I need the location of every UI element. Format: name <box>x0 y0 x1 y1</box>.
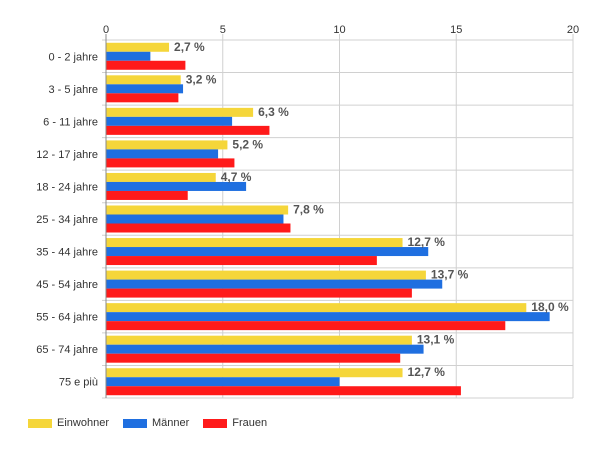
legend-item-einwohner[interactable]: Einwohner <box>28 417 109 429</box>
bar-frauen <box>106 158 235 168</box>
data-label: 5,2 % <box>232 137 263 151</box>
category-label: 6 - 11 jahre <box>43 116 98 128</box>
bar-frauen <box>106 353 401 363</box>
legend-item-maenner[interactable]: Männer <box>122 417 190 429</box>
data-label: 4,7 % <box>221 170 252 184</box>
data-label: 12,7 % <box>408 365 446 379</box>
bar-einwohner <box>106 42 170 52</box>
legend-item-frauen[interactable]: Frauen <box>203 417 267 429</box>
category-label: 3 - 5 jahre <box>48 84 98 96</box>
legend-label-maenner: Männer <box>151 417 190 429</box>
data-label: 2,7 % <box>174 40 205 54</box>
bar-mnner <box>106 214 284 224</box>
bar-mnner <box>106 84 184 94</box>
category-label: 65 - 74 jahre <box>36 344 98 356</box>
bar-einwohner <box>106 140 228 150</box>
bar-frauen <box>106 256 377 266</box>
data-label: 12,7 % <box>408 235 446 249</box>
x-tick-label: 0 <box>103 24 109 36</box>
category-label: 12 - 17 jahre <box>36 149 98 161</box>
category-label: 35 - 44 jahre <box>36 247 98 259</box>
bar-mnner <box>106 247 429 257</box>
bar-frauen <box>106 386 461 396</box>
legend-swatch-frauen <box>203 418 228 428</box>
chart-legend: Einwohner Männer Frauen <box>28 417 281 429</box>
category-label: 75 e più <box>59 377 98 389</box>
bar-frauen <box>106 93 179 103</box>
bar-einwohner <box>106 238 403 248</box>
x-tick-label: 20 <box>567 24 579 36</box>
category-label: 25 - 34 jahre <box>36 214 98 226</box>
data-label: 6,3 % <box>258 105 289 119</box>
bar-einwohner <box>106 368 403 378</box>
category-label: 0 - 2 jahre <box>48 51 98 63</box>
bar-frauen <box>106 288 412 298</box>
bar-einwohner <box>106 205 289 215</box>
bar-einwohner <box>106 107 254 117</box>
legend-label-frauen: Frauen <box>232 417 268 429</box>
x-tick-label: 15 <box>450 24 462 36</box>
bar-einwohner <box>106 172 216 182</box>
legend-swatch-maenner <box>122 418 147 428</box>
data-label: 13,7 % <box>431 268 469 282</box>
legend-swatch-einwohner <box>28 418 52 428</box>
data-label: 18,0 % <box>531 300 569 314</box>
bar-mnner <box>106 116 233 126</box>
bar-mnner <box>106 149 219 159</box>
data-label: 7,8 % <box>293 203 324 217</box>
bar-mnner <box>106 312 550 322</box>
bar-mnner <box>106 377 340 387</box>
bar-frauen <box>106 125 270 135</box>
bar-mnner <box>106 344 424 354</box>
bar-frauen <box>106 190 188 200</box>
x-tick-label: 5 <box>220 24 226 36</box>
bar-einwohner <box>106 75 181 85</box>
bar-frauen <box>106 223 291 233</box>
bar-mnner <box>106 279 443 289</box>
bar-einwohner <box>106 270 426 280</box>
bar-einwohner <box>106 303 527 313</box>
legend-label-einwohner: Einwohner <box>57 417 109 429</box>
bar-frauen <box>106 60 186 70</box>
bar-einwohner <box>106 335 412 345</box>
bar-mnner <box>106 181 247 191</box>
category-label: 18 - 24 jahre <box>36 181 98 193</box>
category-label: 55 - 64 jahre <box>36 312 98 324</box>
data-label: 13,1 % <box>417 333 455 347</box>
bar-mnner <box>106 51 151 61</box>
category-label: 45 - 54 jahre <box>36 279 98 291</box>
bar-frauen <box>106 321 506 331</box>
data-label: 3,2 % <box>186 72 217 86</box>
x-tick-label: 10 <box>333 24 345 36</box>
